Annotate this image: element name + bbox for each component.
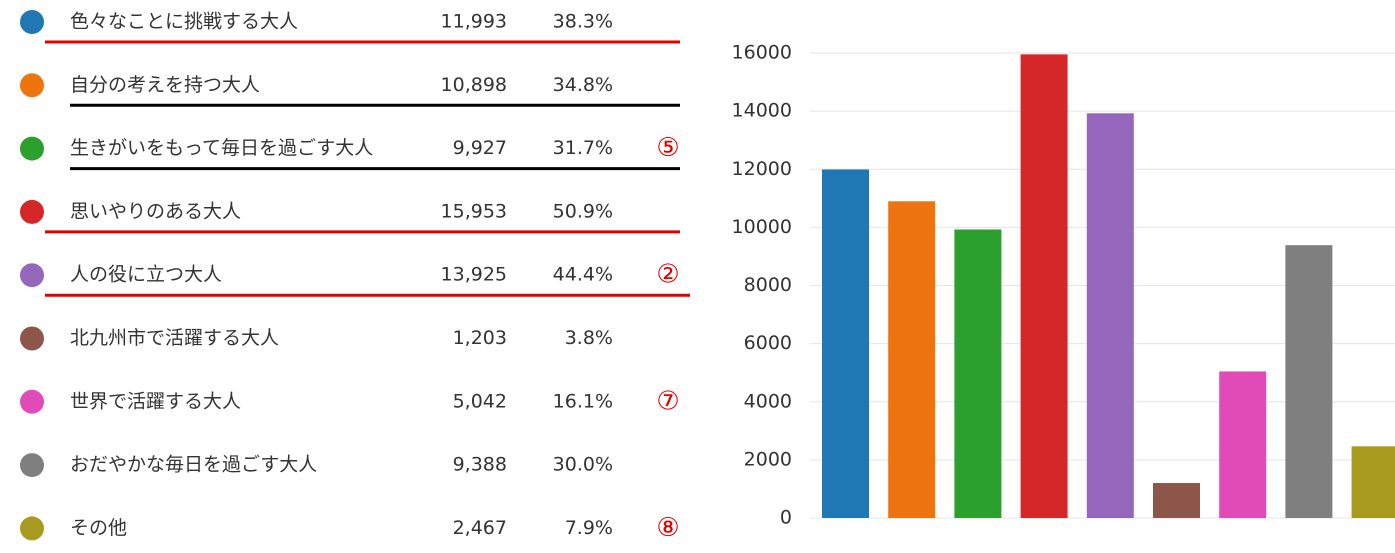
category-label: 人の役に立つ大人 (70, 264, 222, 286)
y-tick-label: 0 (780, 507, 792, 529)
category-label: 色々なことに挑戦する大人 (70, 11, 298, 33)
count-label: 5,042 (453, 390, 507, 412)
count-label: 13,925 (441, 264, 507, 286)
count-label: 10,898 (441, 74, 507, 96)
y-tick-label: 16000 (732, 42, 792, 64)
bar (1153, 483, 1200, 518)
y-tick-label: 8000 (744, 274, 792, 296)
category-label: 生きがいをもって毎日を過ごす大人 (70, 137, 373, 159)
category-label: 北九州市で活躍する大人 (70, 327, 279, 349)
count-label: 9,388 (453, 454, 507, 476)
legend-dot (20, 326, 44, 351)
percentage-label: 34.8% (553, 74, 613, 96)
annotation: ⑧ (656, 513, 679, 543)
category-label: 思いやりのある大人 (70, 200, 241, 222)
percentage-label: 38.3% (553, 11, 613, 33)
bar (1020, 54, 1068, 518)
legend-dot (20, 10, 44, 34)
bar (1086, 113, 1134, 518)
legend-dot (20, 263, 44, 288)
y-tick-label: 6000 (744, 332, 792, 354)
category-label: その他 (70, 517, 127, 539)
bar (1285, 245, 1333, 518)
bar (888, 201, 936, 519)
count-label: 9,927 (453, 137, 507, 159)
percentage-label: 7.9% (565, 517, 613, 539)
category-label: 自分の考えを持つ大人 (70, 74, 260, 96)
count-label: 1,203 (453, 327, 507, 349)
bar (822, 169, 869, 518)
count-label: 2,467 (453, 517, 507, 539)
legend-dot (20, 453, 44, 478)
legend-dot (20, 516, 44, 541)
y-tick-label: 10000 (732, 216, 792, 238)
y-tick-label: 14000 (732, 100, 792, 122)
legend-dot (20, 73, 44, 98)
percentage-label: 30.0% (553, 454, 613, 476)
category-label: 世界で活躍する大人 (70, 390, 241, 412)
bar (954, 229, 1002, 518)
percentage-label: 50.9% (553, 200, 613, 222)
count-label: 15,953 (441, 200, 507, 222)
bar (1219, 371, 1267, 518)
y-tick-label: 2000 (744, 448, 792, 470)
legend-dot (20, 136, 44, 161)
annotation: ② (656, 260, 679, 290)
annotation: ⑦ (656, 386, 679, 416)
percentage-label: 31.7% (553, 137, 613, 159)
count-label: 11,993 (441, 11, 507, 33)
y-tick-label: 4000 (744, 390, 792, 412)
legend-dot (20, 199, 44, 224)
legend-dot (20, 389, 44, 414)
percentage-label: 44.4% (553, 264, 613, 286)
bar (1351, 446, 1395, 518)
y-tick-label: 12000 (732, 158, 792, 180)
percentage-label: 16.1% (553, 390, 613, 412)
category-label: おだやかな毎日を過ごす大人 (70, 454, 317, 476)
annotation: ⑤ (656, 133, 679, 163)
percentage-label: 3.8% (565, 327, 613, 349)
